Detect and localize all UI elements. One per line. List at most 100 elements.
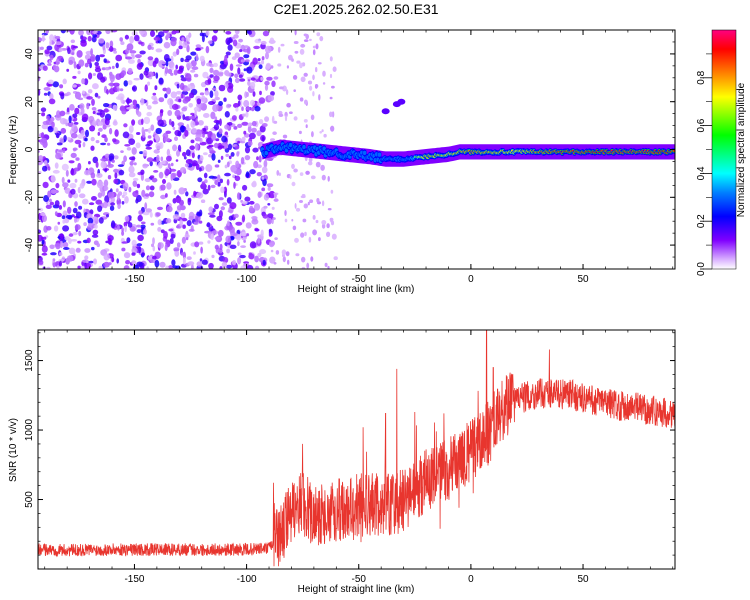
noise-blob bbox=[221, 135, 228, 143]
noise-blob bbox=[166, 182, 172, 190]
noise-blob bbox=[299, 172, 304, 177]
noise-blob bbox=[315, 67, 318, 73]
noise-blob bbox=[146, 157, 154, 163]
noise-blob bbox=[150, 46, 154, 50]
noise-blob bbox=[153, 149, 160, 154]
noise-blob bbox=[129, 226, 136, 232]
noise-blob bbox=[43, 195, 50, 202]
noise-blob bbox=[213, 124, 220, 131]
noise-blob bbox=[281, 249, 287, 255]
noise-blob bbox=[169, 62, 174, 69]
noise-blob bbox=[186, 256, 192, 260]
noise-blob bbox=[154, 259, 160, 268]
noise-blob bbox=[75, 157, 80, 161]
noise-blob bbox=[224, 111, 230, 118]
noise-blob bbox=[62, 225, 70, 232]
noise-blob bbox=[147, 71, 155, 77]
noise-blob bbox=[88, 72, 93, 80]
noise-blob bbox=[145, 208, 152, 213]
noise-blob bbox=[155, 127, 162, 135]
noise-blob bbox=[211, 153, 216, 161]
noise-blob bbox=[213, 75, 220, 82]
noise-blob bbox=[120, 96, 124, 104]
noise-blob bbox=[204, 179, 208, 184]
noise-blob bbox=[168, 118, 172, 126]
noise-blob bbox=[195, 53, 199, 62]
noise-blob bbox=[226, 179, 230, 186]
signal-mid bbox=[288, 142, 293, 148]
noise-blob bbox=[115, 62, 119, 69]
noise-blob bbox=[38, 155, 44, 161]
noise-blob bbox=[135, 198, 139, 204]
noise-blob bbox=[123, 265, 130, 269]
signal-mid bbox=[362, 150, 367, 156]
noise-blob bbox=[257, 252, 262, 257]
noise-blob bbox=[52, 258, 56, 262]
noise-blob bbox=[141, 118, 144, 125]
noise-blob bbox=[207, 184, 211, 191]
noise-blob bbox=[238, 74, 243, 78]
noise-blob bbox=[41, 137, 48, 144]
noise-blob bbox=[149, 175, 155, 179]
noise-blob bbox=[198, 209, 203, 217]
noise-blob bbox=[97, 95, 101, 99]
noise-blob bbox=[234, 52, 240, 58]
noise-blob bbox=[193, 221, 199, 225]
snr-background bbox=[38, 330, 675, 569]
noise-blob bbox=[170, 162, 174, 167]
noise-blob bbox=[52, 169, 60, 174]
noise-blob bbox=[273, 76, 279, 80]
noise-blob bbox=[92, 120, 97, 127]
noise-blob bbox=[110, 30, 118, 33]
colorbar-label: Normalized spectral amplitude bbox=[736, 82, 747, 217]
noise-blob bbox=[200, 95, 206, 103]
noise-blob bbox=[108, 262, 112, 266]
noise-blob bbox=[144, 202, 148, 210]
noise-blob bbox=[116, 193, 120, 201]
noise-blob bbox=[320, 164, 325, 171]
noise-blob bbox=[103, 58, 107, 63]
noise-blob bbox=[139, 30, 146, 35]
noise-blob bbox=[70, 132, 78, 139]
noise-blob bbox=[100, 158, 107, 162]
noise-blob bbox=[136, 224, 142, 228]
noise-blob bbox=[261, 123, 268, 127]
noise-blob bbox=[58, 252, 63, 256]
noise-blob bbox=[69, 182, 77, 189]
noise-blob bbox=[184, 87, 191, 92]
snr-ytick-label: 1000 bbox=[24, 418, 35, 441]
noise-blob bbox=[209, 90, 214, 98]
noise-blob bbox=[235, 64, 242, 67]
noise-blob bbox=[131, 260, 137, 265]
noise-blob bbox=[182, 257, 186, 265]
noise-blob bbox=[217, 181, 221, 187]
noise-blob bbox=[271, 206, 275, 210]
noise-blob bbox=[236, 151, 240, 157]
noise-blob bbox=[78, 143, 81, 148]
noise-blob bbox=[106, 163, 114, 168]
noise-blob bbox=[59, 260, 62, 267]
noise-blob bbox=[121, 194, 125, 198]
noise-blob bbox=[132, 85, 137, 92]
noise-blob bbox=[58, 205, 63, 210]
noise-blob bbox=[197, 177, 203, 183]
noise-blob bbox=[141, 189, 146, 197]
noise-blob bbox=[172, 51, 177, 57]
noise-blob bbox=[170, 91, 177, 99]
noise-blob bbox=[307, 201, 310, 206]
noise-blob bbox=[143, 129, 150, 132]
noise-blob bbox=[266, 76, 273, 81]
noise-blob bbox=[121, 241, 129, 244]
noise-blob bbox=[72, 84, 77, 88]
noise-blob bbox=[254, 38, 262, 44]
noise-blob bbox=[295, 253, 300, 257]
noise-blob bbox=[249, 241, 257, 249]
noise-blob bbox=[70, 39, 76, 44]
noise-blob bbox=[259, 249, 267, 255]
noise-blob bbox=[224, 124, 230, 130]
noise-blob bbox=[78, 30, 84, 36]
noise-blob bbox=[233, 34, 239, 39]
signal-mid bbox=[264, 150, 269, 156]
colorbar: 0.0 0.2 0.4 0.6 0.8 Normalized spectral ampl… bbox=[696, 29, 747, 276]
noise-blob bbox=[166, 205, 173, 213]
